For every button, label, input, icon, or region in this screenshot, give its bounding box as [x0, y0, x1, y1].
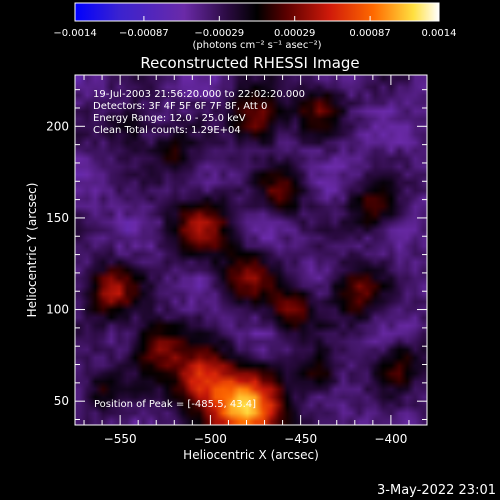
colorbar-tick-label: −0.0014 — [53, 28, 96, 39]
colorbar-tick-label: −0.00029 — [194, 28, 244, 39]
colorbar-tick-label: −0.00087 — [119, 28, 169, 39]
colorbar-tick-label: 0.0014 — [422, 28, 457, 39]
heatmap-image — [75, 75, 427, 425]
x-axis-label: Heliocentric X (arcsec) — [183, 448, 319, 462]
annotation-time: 19-Jul-2003 21:56:20.000 to 22:02:20.000 — [93, 89, 305, 100]
x-tick-label: −500 — [194, 432, 227, 446]
y-tick-label: 200 — [46, 119, 69, 133]
colorbar-ticks: −0.0014 −0.00087 −0.00029 0.00029 0.00087 0.0… — [53, 16, 457, 39]
y-tick-label: 100 — [46, 303, 69, 317]
x-tick-label: −400 — [374, 432, 407, 446]
x-tick-label: −450 — [284, 432, 317, 446]
colorbar-unit-label: (photons cm⁻² s⁻¹ asec⁻²) — [192, 40, 321, 51]
y-tick-label: 50 — [54, 394, 69, 408]
colorbar — [74, 2, 440, 22]
colorbar-tick-label: 0.00087 — [349, 28, 390, 39]
annotation-detectors: Detectors: 3F 4F 5F 6F 7F 8F, Att 0 — [93, 101, 267, 112]
plot-frame — [74, 74, 428, 426]
heatmap-plot — [75, 75, 427, 425]
x-tick-label: −550 — [104, 432, 137, 446]
annotations: 19-Jul-2003 21:56:20.000 to 22:02:20.000… — [93, 89, 305, 410]
annotation-energy: Energy Range: 12.0 - 25.0 keV — [93, 113, 246, 124]
y-tick-label: 150 — [46, 211, 69, 225]
annotation-peak: Position of Peak = [-485.5, 43.4] — [94, 399, 256, 410]
footer-date: 3-May-2022 23:01 — [377, 483, 496, 498]
axis-ticks: −550 −500 −450 −400 50 100 150 200 — [46, 75, 428, 446]
y-axis-label: Heliocentric Y (arcsec) — [25, 183, 39, 318]
chart-title: Reconstructed RHESSI Image — [140, 54, 359, 72]
colorbar-tick-label: 0.00029 — [274, 28, 315, 39]
annotation-clean: Clean Total counts: 1.29E+04 — [93, 125, 241, 136]
